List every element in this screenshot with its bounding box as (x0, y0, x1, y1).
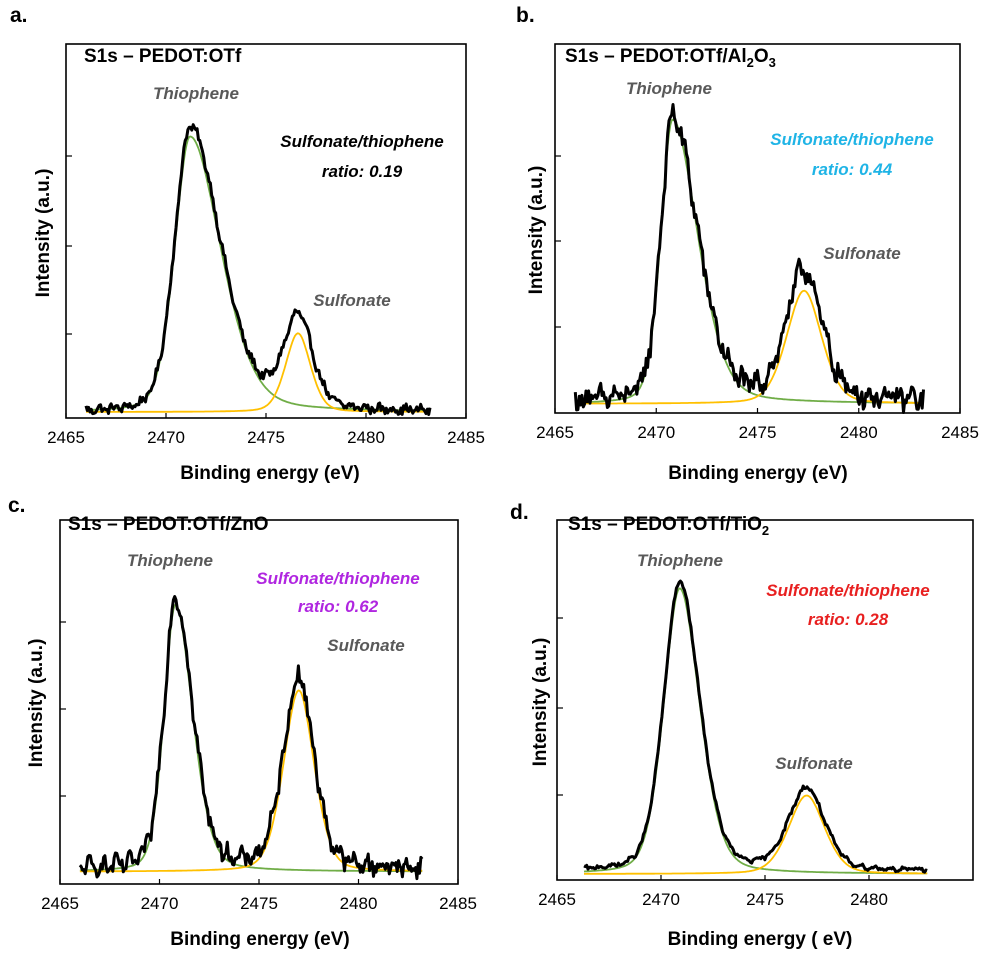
title-subscript-2: 3 (769, 55, 776, 70)
x-tick-label: 2465 (536, 423, 574, 442)
annotation-sulfonate: Sulfonate (313, 291, 390, 310)
annotation-ratio-label: Sulfonate/thiophene (766, 581, 929, 600)
x-tick-label: 2480 (840, 423, 878, 442)
panel-letter: b. (516, 4, 535, 27)
title-main: S1s – PEDOT:OTf (84, 46, 242, 67)
x-tick-label: 2465 (41, 894, 79, 913)
x-tick-label: 2465 (538, 890, 576, 909)
x-tick-label: 2465 (47, 428, 85, 447)
panel-title: S1s – PEDOT:OTf/ZnO (68, 514, 269, 535)
title-subscript: 2 (762, 523, 769, 538)
title-main: S1s – PEDOT:OTf/Al (565, 46, 747, 67)
x-tick-label: 2485 (941, 423, 979, 442)
x-tick-label: 2480 (347, 428, 385, 447)
annotation-ratio-value: ratio: 0.28 (808, 610, 889, 629)
annotation-ratio-label: Sulfonate/thiophene (256, 569, 419, 588)
panel-c: c. S1s – PEDOT:OTf/ZnO 2465 2470 2475 2480 248… (8, 494, 477, 950)
title-subscript: 2 (747, 55, 754, 70)
y-axis-label: Intensity (a.u.) (530, 638, 551, 767)
x-axis-label: Binding energy ( eV) (668, 929, 853, 950)
panel-title: S1s – PEDOT:OTf/Al2O3 (565, 46, 776, 70)
annotation-sulfonate: Sulfonate (775, 754, 852, 773)
annotation-sulfonate: Sulfonate (823, 244, 900, 263)
annotation-thiophene: Thiophene (626, 79, 712, 98)
title-tail: O (754, 46, 769, 67)
annotation-thiophene: Thiophene (153, 84, 239, 103)
x-tick-label: 2470 (637, 423, 675, 442)
y-axis-label: Intensity (a.u.) (526, 166, 547, 295)
sulfonate-fit-line (584, 794, 928, 875)
panel-title: S1s – PEDOT:OTf/TiO2 (568, 514, 769, 538)
annotation-thiophene: Thiophene (637, 551, 723, 570)
panel-letter: a. (10, 4, 28, 27)
annotation-ratio-value: ratio: 0.62 (298, 597, 379, 616)
x-tick-label: 2475 (746, 890, 784, 909)
x-tick-label: 2485 (447, 428, 485, 447)
x-tick-label: 2475 (247, 428, 285, 447)
sulfonate-fit-line (79, 689, 423, 873)
x-tick-label: 2485 (439, 894, 477, 913)
panel-title: S1s – PEDOT:OTf (84, 46, 242, 67)
annotation-thiophene: Thiophene (127, 551, 213, 570)
panel-letter: d. (510, 501, 529, 524)
annotation-ratio-value: ratio: 0.19 (322, 162, 403, 181)
measured-spectrum-line (78, 595, 424, 881)
x-tick-label: 2480 (850, 890, 888, 909)
panel-d: d. S1s – PEDOT:OTf/TiO2 2465 2470 2475 2480 Bi… (510, 501, 974, 950)
x-axis-label: Binding energy (eV) (170, 929, 349, 950)
plot-frame (65, 43, 467, 419)
measured-spectrum-line (84, 123, 432, 416)
title-main: S1s – PEDOT:OTf/ZnO (68, 514, 269, 535)
y-axis-label: Intensity (a.u.) (33, 169, 54, 298)
panel-a: a. S1s – PEDOT:OTf 2465 2470 2475 2480 2485 Bin… (10, 4, 485, 484)
x-tick-label: 2480 (340, 894, 378, 913)
panel-letter: c. (8, 494, 26, 517)
annotation-ratio-label: Sulfonate/thiophene (280, 132, 443, 151)
x-tick-label: 2470 (141, 894, 179, 913)
x-axis-label: Binding energy (eV) (668, 463, 847, 484)
y-axis-label: Intensity (a.u.) (26, 639, 47, 768)
x-tick-label: 2475 (739, 423, 777, 442)
thiophene-fit-line (583, 587, 928, 875)
annotation-sulfonate: Sulfonate (327, 636, 404, 655)
measured-spectrum-line (583, 579, 928, 874)
annotation-ratio-value: ratio: 0.44 (812, 160, 893, 179)
title-main: S1s – PEDOT:OTf/TiO (568, 514, 762, 535)
annotation-ratio-label: Sulfonate/thiophene (770, 130, 933, 149)
x-tick-label: 2470 (147, 428, 185, 447)
measured-spectrum-line (573, 103, 925, 414)
x-axis-label: Binding energy (eV) (180, 463, 359, 484)
x-tick-label: 2470 (642, 890, 680, 909)
plot-frame (554, 43, 961, 414)
plot-frame (556, 519, 974, 881)
panel-b: b. S1s – PEDOT:OTf/Al2O3 2465 2470 2475 2480 2… (516, 4, 979, 484)
x-tick-label: 2475 (240, 894, 278, 913)
